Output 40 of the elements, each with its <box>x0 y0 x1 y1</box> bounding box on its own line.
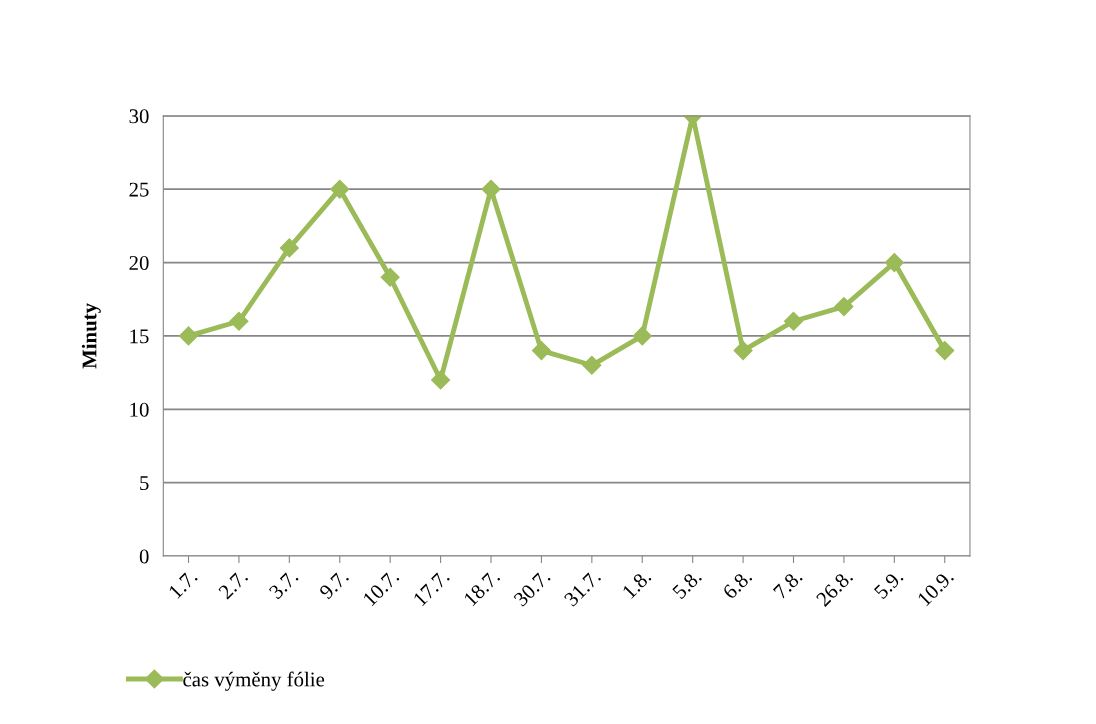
y-tick-label: 25 <box>129 182 149 197</box>
point <box>632 326 652 346</box>
point <box>935 341 955 361</box>
x-tick-label: 3.7. <box>268 569 299 600</box>
point <box>279 238 299 258</box>
x-tick-label: 9.7. <box>318 569 350 600</box>
x-tick-label: 5.8. <box>671 569 703 600</box>
x-tick-label: 26.8. <box>815 569 854 608</box>
point <box>229 311 249 331</box>
point <box>834 297 854 317</box>
y-tick-label: 30 <box>129 109 149 124</box>
x-tick-label: 10.9. <box>917 569 955 607</box>
x-tick-label: 1.7. <box>168 569 198 600</box>
point <box>330 179 350 199</box>
y-axis-title: Minuty <box>81 303 101 369</box>
point <box>582 355 602 375</box>
x-tick-label: 7.8. <box>772 569 803 600</box>
y-tick-label: 0 <box>139 549 149 564</box>
point <box>733 341 753 361</box>
x-tick-label: 2.7. <box>217 569 249 600</box>
x-tick-label: 1.8. <box>621 569 652 600</box>
x-tick-label: 18.7. <box>463 569 501 607</box>
y-tick-label: 15 <box>130 329 149 344</box>
x-tick-label: 17.7. <box>412 569 451 607</box>
y-tick-label: 10 <box>130 402 149 417</box>
y-tick-label: 5 <box>140 476 149 491</box>
y-tick-label: 20 <box>129 255 149 270</box>
x-tick-label: 30.7. <box>513 569 551 608</box>
x-tick-label: 10.7. <box>362 569 400 607</box>
x-tick-label: 5.9. <box>873 569 904 600</box>
point <box>481 179 501 199</box>
point <box>531 341 551 361</box>
point <box>178 326 199 346</box>
point <box>884 253 904 273</box>
point <box>380 267 400 287</box>
x-tick-label: 31.7. <box>563 569 602 608</box>
point <box>431 370 451 390</box>
legend-label: čas výměny fólie <box>183 671 325 691</box>
x-tick-label: 6.8. <box>722 569 753 600</box>
point <box>783 311 804 331</box>
